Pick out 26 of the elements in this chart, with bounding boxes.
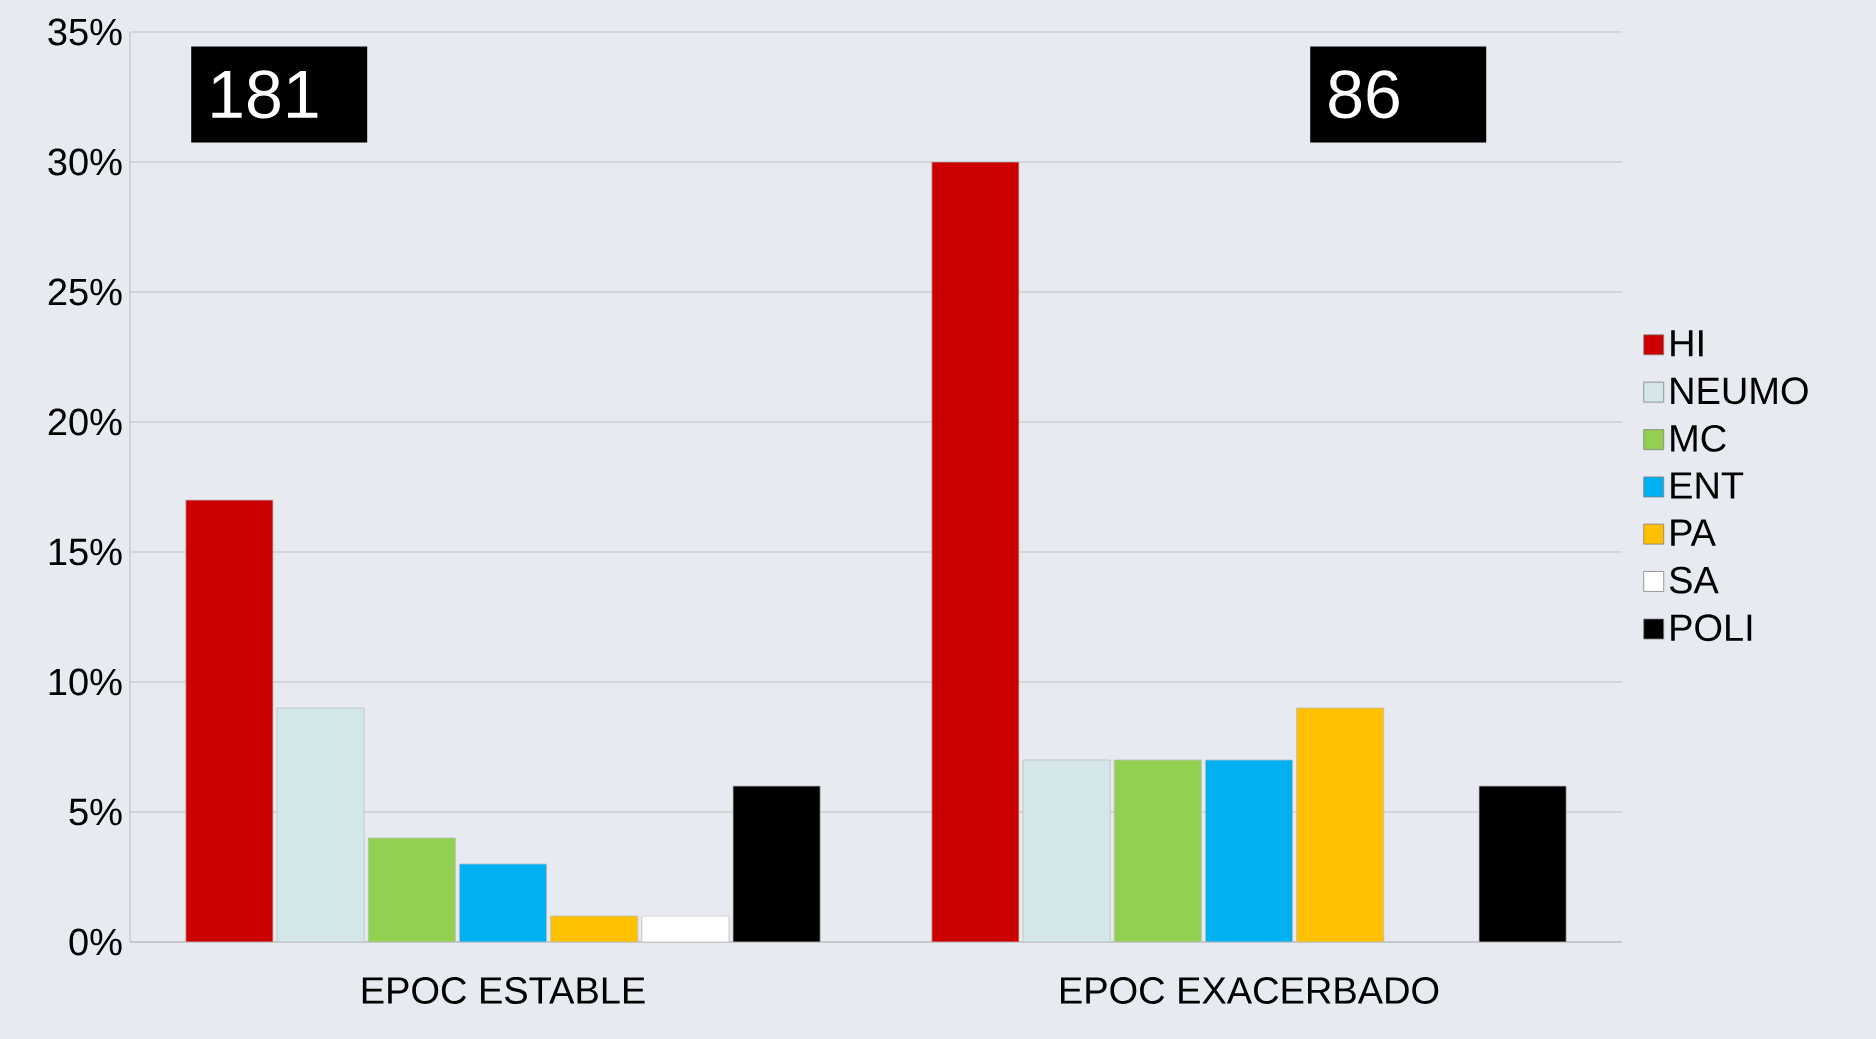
bar <box>1205 759 1293 942</box>
y-tick-label: 10% <box>49 668 122 696</box>
x-tick-label: EPOC EXACERBADO <box>1061 977 1439 1004</box>
bar <box>732 785 821 942</box>
bar <box>1478 785 1567 942</box>
bar <box>459 863 548 942</box>
y-tick-label: 15% <box>49 538 122 566</box>
legend-label: HI <box>1671 330 1703 357</box>
y-tick-label: 25% <box>48 278 122 306</box>
annotation: 181 <box>212 70 318 119</box>
x-tick-label: EPOC ESTABLE <box>362 977 645 1004</box>
legend-label: PA <box>1671 519 1716 546</box>
bar <box>550 915 639 942</box>
legend-label: MC <box>1671 424 1726 452</box>
y-tick-label: 5% <box>69 798 122 826</box>
legend-label: NEUMO <box>1671 377 1808 405</box>
legend-label: ENT <box>1671 472 1744 499</box>
bar <box>641 915 730 942</box>
legend-label: POLI <box>1671 614 1752 642</box>
y-tick-label: 20% <box>48 408 122 436</box>
y-tick-label: 35% <box>48 18 122 46</box>
legend-label: SA <box>1669 566 1719 594</box>
y-tick-label: 0% <box>69 928 122 956</box>
bar <box>367 837 456 942</box>
annotation: 86 <box>1329 70 1399 119</box>
y-tick-label: 30% <box>48 148 122 176</box>
